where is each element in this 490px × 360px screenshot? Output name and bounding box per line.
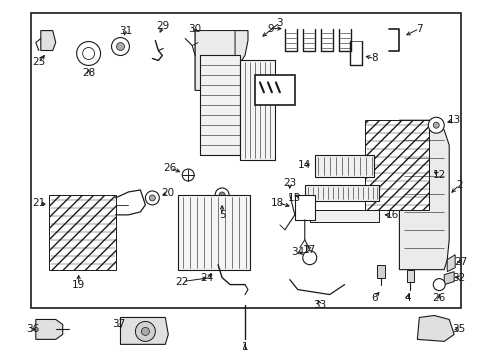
Polygon shape	[447, 255, 455, 272]
Circle shape	[433, 122, 439, 128]
Circle shape	[135, 321, 155, 341]
Text: 14: 14	[298, 160, 311, 170]
Bar	[178, 195, 250, 270]
Bar	[305, 185, 379, 201]
Polygon shape	[399, 120, 449, 270]
Circle shape	[142, 328, 149, 336]
Text: 4: 4	[404, 293, 411, 302]
Text: 16: 16	[386, 210, 399, 220]
Polygon shape	[41, 31, 56, 50]
Bar	[365, 120, 429, 210]
Text: 18: 18	[271, 198, 285, 208]
Polygon shape	[417, 315, 454, 341]
Circle shape	[83, 48, 95, 59]
Polygon shape	[200, 55, 240, 155]
Circle shape	[433, 279, 445, 291]
Text: 24: 24	[200, 273, 214, 283]
Text: 26: 26	[164, 163, 177, 173]
Bar	[315, 155, 374, 177]
Text: 29: 29	[157, 21, 170, 31]
Polygon shape	[121, 318, 168, 345]
Text: 7: 7	[416, 24, 423, 33]
Text: 12: 12	[433, 170, 446, 180]
Text: 5: 5	[219, 210, 225, 220]
Text: 32: 32	[453, 273, 466, 283]
Text: 33: 33	[313, 300, 326, 310]
Polygon shape	[444, 272, 454, 285]
Circle shape	[428, 117, 444, 133]
Polygon shape	[407, 270, 415, 282]
Text: 20: 20	[162, 188, 175, 198]
Text: 6: 6	[371, 293, 378, 302]
Text: 27: 27	[455, 257, 468, 267]
Text: 23: 23	[283, 178, 296, 188]
Circle shape	[182, 169, 194, 181]
Circle shape	[117, 42, 124, 50]
Polygon shape	[377, 265, 386, 278]
Text: 1: 1	[242, 342, 248, 352]
Polygon shape	[240, 60, 275, 160]
Circle shape	[303, 251, 317, 265]
Text: 36: 36	[26, 324, 40, 334]
Polygon shape	[195, 31, 225, 90]
Text: 3: 3	[276, 18, 283, 28]
Text: 21: 21	[32, 198, 46, 208]
Polygon shape	[195, 31, 235, 90]
Text: 35: 35	[453, 324, 466, 334]
Text: 37: 37	[112, 319, 125, 329]
Circle shape	[146, 191, 159, 205]
Text: 8: 8	[371, 54, 378, 63]
Text: 34: 34	[291, 247, 304, 257]
Text: 30: 30	[189, 24, 202, 33]
Text: 15: 15	[288, 193, 301, 203]
Circle shape	[215, 188, 229, 202]
Text: 25: 25	[32, 58, 46, 67]
Text: 28: 28	[82, 68, 95, 78]
Text: 22: 22	[175, 276, 189, 287]
Text: 31: 31	[119, 26, 132, 36]
Polygon shape	[225, 31, 248, 75]
Circle shape	[219, 192, 225, 198]
Circle shape	[149, 195, 155, 201]
Text: 19: 19	[72, 280, 85, 289]
Text: 17: 17	[303, 245, 317, 255]
Text: 9: 9	[268, 24, 274, 33]
Bar	[295, 195, 315, 220]
Text: 13: 13	[447, 115, 461, 125]
Bar	[310, 210, 379, 222]
Text: 2: 2	[456, 180, 463, 190]
Bar	[31, 13, 461, 307]
Circle shape	[76, 41, 100, 66]
Bar	[255, 75, 295, 105]
Circle shape	[112, 37, 129, 55]
Polygon shape	[36, 319, 63, 339]
Text: 26: 26	[433, 293, 446, 302]
Bar	[49, 195, 117, 270]
